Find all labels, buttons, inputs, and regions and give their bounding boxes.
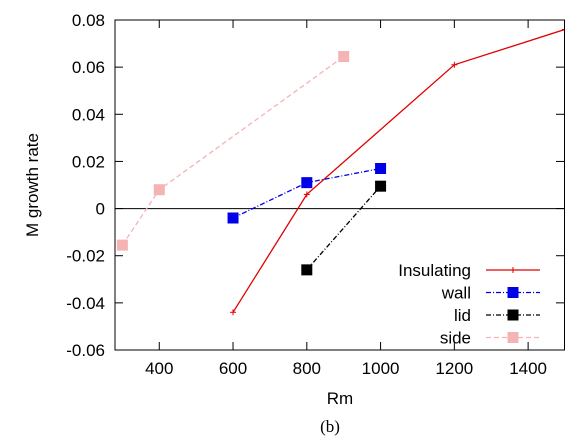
y-tick-label: 0.04: [72, 105, 105, 124]
series-line: [232, 28, 565, 313]
data-point: [375, 180, 387, 192]
legend-marker: [507, 309, 519, 321]
series-wall: [227, 163, 387, 224]
data-point: [375, 163, 387, 174]
legend-marker: [507, 287, 519, 298]
legend-label: lid: [454, 306, 471, 325]
series-layer: [116, 26, 565, 316]
tick-labels: 400 600 800 1000 1200 1400 -0.06 -0.04 -0.02 0 0.0…: [66, 11, 547, 378]
data-point: [338, 51, 350, 63]
axis-ticks: [115, 19, 564, 351]
x-axis-label: Rm: [327, 389, 353, 408]
y-tick-label: 0.06: [72, 58, 105, 77]
legend-label: wall: [441, 284, 471, 303]
data-point: [301, 264, 313, 276]
data-point: [227, 212, 239, 224]
legend-entry-insulating: Insulating: [398, 261, 540, 280]
y-tick-label: -0.02: [66, 247, 105, 266]
legend-marker: [507, 332, 519, 343]
series-insulating: [230, 26, 565, 316]
series-lid: [301, 180, 387, 276]
y-axis-label: M growth rate: [23, 133, 42, 237]
x-tick-label: 400: [145, 359, 173, 378]
y-tick-label: -0.06: [66, 341, 105, 360]
x-tick-label: 1400: [509, 359, 547, 378]
x-tick-label: 1200: [435, 359, 473, 378]
plot-frame: [114, 19, 565, 351]
y-tick-label: 0: [96, 200, 105, 219]
legend-entry-side: side: [440, 329, 540, 348]
y-tick-label: -0.04: [66, 294, 105, 313]
x-tick-label: 800: [293, 359, 321, 378]
figure-caption: (b): [320, 417, 340, 436]
legend-label: side: [440, 329, 471, 348]
data-point: [116, 239, 128, 251]
x-tick-label: 1000: [362, 359, 400, 378]
legend-entry-lid: lid: [454, 306, 540, 325]
x-tick-label: 600: [219, 359, 247, 378]
series-side: [116, 51, 350, 251]
legend-entry-wall: wall: [441, 284, 540, 303]
y-tick-label: 0.08: [72, 11, 105, 30]
data-point: [153, 184, 165, 196]
y-tick-label: 0.02: [72, 152, 105, 171]
legend-label: Insulating: [398, 261, 471, 280]
data-point: [301, 177, 313, 189]
series-line: [306, 185, 382, 271]
legend: Insulating wall lid side: [398, 261, 540, 348]
